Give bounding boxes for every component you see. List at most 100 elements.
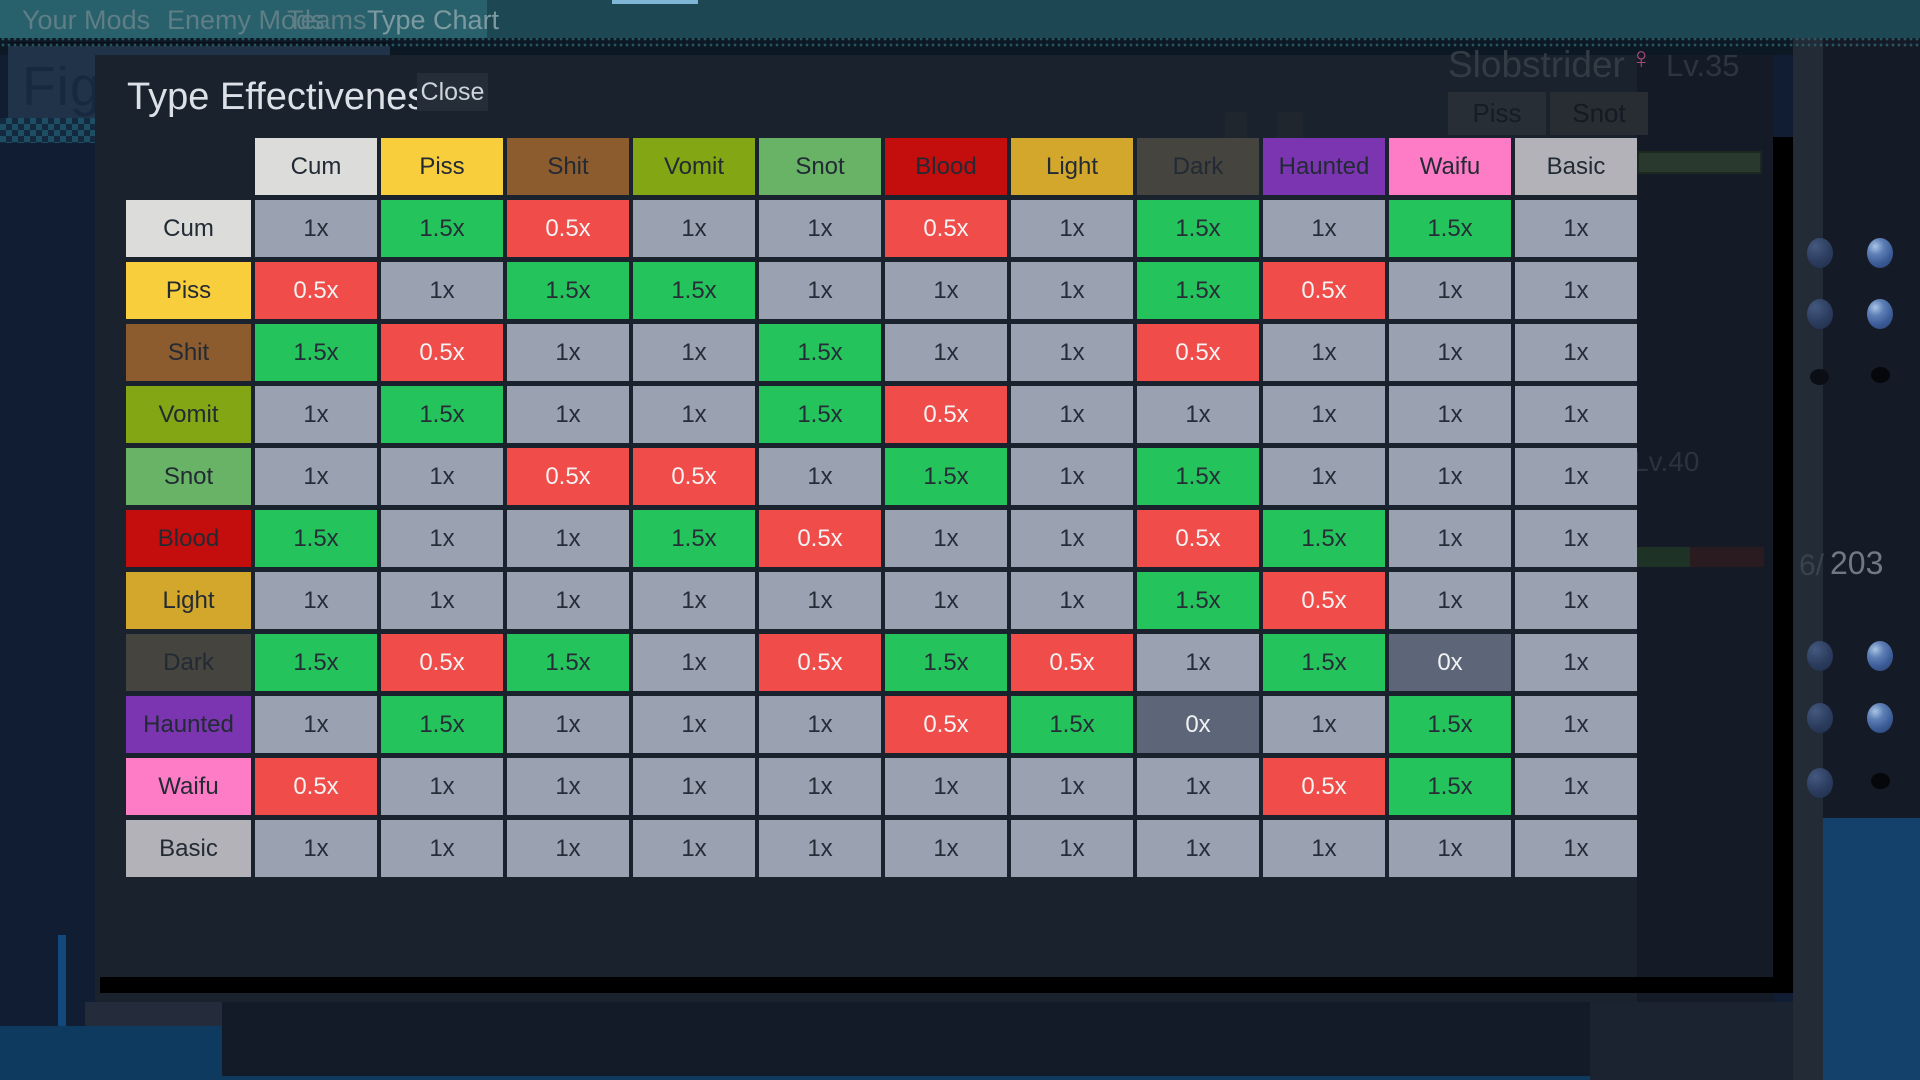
- type-cell-cum-vs-vomit: 1x: [633, 200, 755, 257]
- type-col-header-basic: Basic: [1515, 138, 1637, 195]
- top-edge-highlight: [612, 0, 698, 4]
- type-cell-basic-vs-basic: 1x: [1515, 820, 1637, 877]
- type-cell-blood-vs-snot: 0.5x: [759, 510, 881, 567]
- type-cell-piss-vs-snot: 1x: [759, 262, 881, 319]
- type-row-header-haunted: Haunted: [126, 696, 251, 753]
- party-sidebar-panel: [1823, 38, 1920, 818]
- bottom-left-blue-panel: [0, 1026, 222, 1080]
- type-cell-vomit-vs-snot: 1.5x: [759, 386, 881, 443]
- type-cell-basic-vs-cum: 1x: [255, 820, 377, 877]
- type-row-header-dark: Dark: [126, 634, 251, 691]
- enemy-level: Lv.40: [1633, 446, 1700, 477]
- type-cell-piss-vs-basic: 1x: [1515, 262, 1637, 319]
- ally-type-badge-piss: Piss: [1448, 92, 1546, 135]
- type-cell-cum-vs-shit: 0.5x: [507, 200, 629, 257]
- type-cell-vomit-vs-basic: 1x: [1515, 386, 1637, 443]
- ally-name: Slobstrider: [1448, 44, 1625, 85]
- type-cell-shit-vs-snot: 1.5x: [759, 324, 881, 381]
- type-cell-light-vs-light: 1x: [1011, 572, 1133, 629]
- type-cell-light-vs-snot: 1x: [759, 572, 881, 629]
- type-cell-snot-vs-light: 1x: [1011, 448, 1133, 505]
- menu-item-type-chart[interactable]: Type Chart: [367, 5, 500, 35]
- close-button[interactable]: Close: [417, 73, 488, 111]
- type-cell-cum-vs-snot: 1x: [759, 200, 881, 257]
- pokeball-icon: [1867, 703, 1893, 733]
- type-cell-snot-vs-waifu: 1x: [1389, 448, 1511, 505]
- type-col-header-dark: Dark: [1137, 138, 1259, 195]
- type-col-header-vomit: Vomit: [633, 138, 755, 195]
- type-cell-piss-vs-light: 1x: [1011, 262, 1133, 319]
- type-cell-snot-vs-vomit: 0.5x: [633, 448, 755, 505]
- pokeball-icon: [1867, 299, 1893, 329]
- type-cell-waifu-vs-snot: 1x: [759, 758, 881, 815]
- type-cell-dark-vs-cum: 1.5x: [255, 634, 377, 691]
- type-cell-piss-vs-dark: 1.5x: [1137, 262, 1259, 319]
- type-cell-basic-vs-light: 1x: [1011, 820, 1133, 877]
- type-cell-vomit-vs-piss: 1.5x: [381, 386, 503, 443]
- type-cell-snot-vs-basic: 1x: [1515, 448, 1637, 505]
- type-row-header-blood: Blood: [126, 510, 251, 567]
- type-cell-vomit-vs-dark: 1x: [1137, 386, 1259, 443]
- type-cell-shit-vs-shit: 1x: [507, 324, 629, 381]
- type-cell-cum-vs-piss: 1.5x: [381, 200, 503, 257]
- type-cell-vomit-vs-cum: 1x: [255, 386, 377, 443]
- type-cell-light-vs-dark: 1.5x: [1137, 572, 1259, 629]
- bottom-bar: [222, 1002, 1590, 1080]
- background-blue-panel: [1823, 818, 1920, 1080]
- type-cell-snot-vs-cum: 1x: [255, 448, 377, 505]
- menu-item-your-mods[interactable]: Your Mods: [22, 5, 151, 35]
- type-cell-piss-vs-waifu: 1x: [1389, 262, 1511, 319]
- type-cell-dark-vs-piss: 0.5x: [381, 634, 503, 691]
- type-cell-haunted-vs-basic: 1x: [1515, 696, 1637, 753]
- type-cell-light-vs-shit: 1x: [507, 572, 629, 629]
- type-col-header-piss: Piss: [381, 138, 503, 195]
- type-cell-dark-vs-shit: 1.5x: [507, 634, 629, 691]
- type-cell-haunted-vs-vomit: 1x: [633, 696, 755, 753]
- type-cell-haunted-vs-haunted: 1x: [1263, 696, 1385, 753]
- type-cell-basic-vs-snot: 1x: [759, 820, 881, 877]
- female-gender-icon: ♀: [1630, 42, 1653, 75]
- type-cell-blood-vs-waifu: 1x: [1389, 510, 1511, 567]
- type-cell-blood-vs-cum: 1.5x: [255, 510, 377, 567]
- type-cell-waifu-vs-cum: 0.5x: [255, 758, 377, 815]
- pokeball-icon: [1807, 238, 1833, 268]
- fainted-ball-icon: [1871, 773, 1890, 789]
- type-cell-shit-vs-basic: 1x: [1515, 324, 1637, 381]
- type-cell-cum-vs-haunted: 1x: [1263, 200, 1385, 257]
- type-cell-cum-vs-cum: 1x: [255, 200, 377, 257]
- type-cell-blood-vs-dark: 0.5x: [1137, 510, 1259, 567]
- type-effectiveness-table: Cum Piss Shit Vomit Snot Blood Light Dark Haunte…: [126, 138, 1637, 877]
- type-cell-light-vs-basic: 1x: [1515, 572, 1637, 629]
- type-cell-shit-vs-light: 1x: [1011, 324, 1133, 381]
- type-cell-blood-vs-light: 1x: [1011, 510, 1133, 567]
- type-cell-shit-vs-cum: 1.5x: [255, 324, 377, 381]
- type-cell-basic-vs-dark: 1x: [1137, 820, 1259, 877]
- type-cell-vomit-vs-shit: 1x: [507, 386, 629, 443]
- enemy-hp-prefix: 6/: [1799, 549, 1825, 582]
- modal-right-dim-area: [1637, 55, 1773, 1002]
- background-checker-texture: [0, 118, 95, 143]
- modal-title: Type Effectiveness: [127, 76, 446, 118]
- type-cell-piss-vs-shit: 1.5x: [507, 262, 629, 319]
- type-cell-snot-vs-shit: 0.5x: [507, 448, 629, 505]
- type-cell-shit-vs-piss: 0.5x: [381, 324, 503, 381]
- type-cell-piss-vs-haunted: 0.5x: [1263, 262, 1385, 319]
- type-cell-cum-vs-basic: 1x: [1515, 200, 1637, 257]
- type-cell-vomit-vs-blood: 0.5x: [885, 386, 1007, 443]
- type-cell-light-vs-waifu: 1x: [1389, 572, 1511, 629]
- ally-level: Lv.35: [1666, 48, 1740, 83]
- pokeball-icon: [1807, 641, 1833, 671]
- type-col-header-haunted: Haunted: [1263, 138, 1385, 195]
- type-cell-cum-vs-blood: 0.5x: [885, 200, 1007, 257]
- type-row-header-cum: Cum: [126, 200, 251, 257]
- type-cell-blood-vs-basic: 1x: [1515, 510, 1637, 567]
- bottom-bar-right: [1590, 1002, 1793, 1080]
- type-cell-basic-vs-haunted: 1x: [1263, 820, 1385, 877]
- item-icon: [1225, 112, 1247, 142]
- type-cell-snot-vs-piss: 1x: [381, 448, 503, 505]
- type-cell-basic-vs-vomit: 1x: [633, 820, 755, 877]
- type-cell-haunted-vs-dark: 0x: [1137, 696, 1259, 753]
- menu-item-enemy-mods[interactable]: Enemy Mods: [167, 5, 325, 35]
- type-cell-dark-vs-light: 0.5x: [1011, 634, 1133, 691]
- menu-item-teams[interactable]: Teams: [287, 5, 367, 35]
